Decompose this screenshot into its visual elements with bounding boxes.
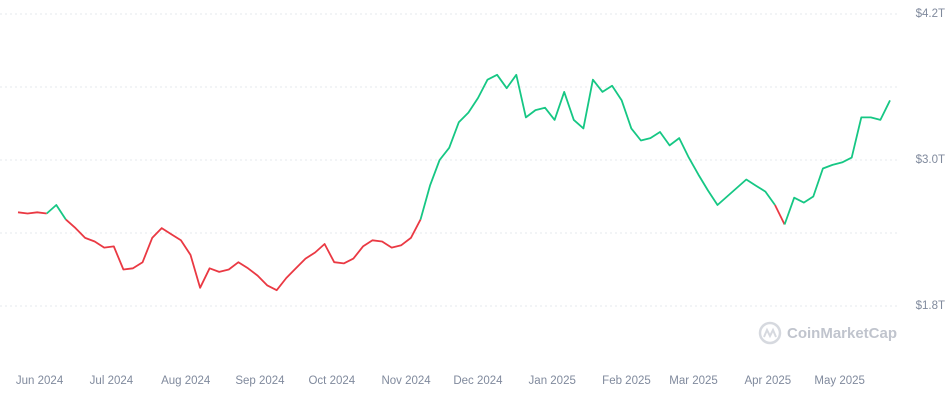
price-line	[783, 100, 891, 225]
x-tick-label: Jul 2024	[90, 375, 134, 387]
x-tick-label: Dec 2024	[453, 375, 503, 387]
x-tick-label: Mar 2025	[669, 375, 718, 387]
price-line	[46, 204, 67, 221]
x-tick-label: Feb 2025	[602, 375, 651, 387]
x-tick-label: Jan 2025	[529, 375, 576, 387]
y-tick-label: $1.8T	[916, 300, 945, 312]
x-tick-label: Jun 2024	[16, 375, 64, 387]
x-tick-label: Nov 2024	[381, 375, 431, 387]
x-tick-label: Sep 2024	[235, 375, 285, 387]
x-tick-label: May 2025	[814, 375, 865, 387]
x-tick-label: Apr 2025	[744, 375, 791, 387]
price-line	[419, 73, 776, 220]
y-tick-label: $3.0T	[916, 154, 945, 166]
y-tick-label: $4.2T	[916, 8, 945, 20]
x-tick-label: Aug 2024	[161, 375, 211, 387]
price-line	[65, 218, 422, 292]
x-tick-label: Oct 2024	[308, 375, 355, 387]
price-line	[774, 204, 786, 225]
price-line	[17, 211, 47, 215]
watermark-logo	[758, 321, 782, 345]
watermark: CoinMarketCap	[787, 325, 897, 342]
